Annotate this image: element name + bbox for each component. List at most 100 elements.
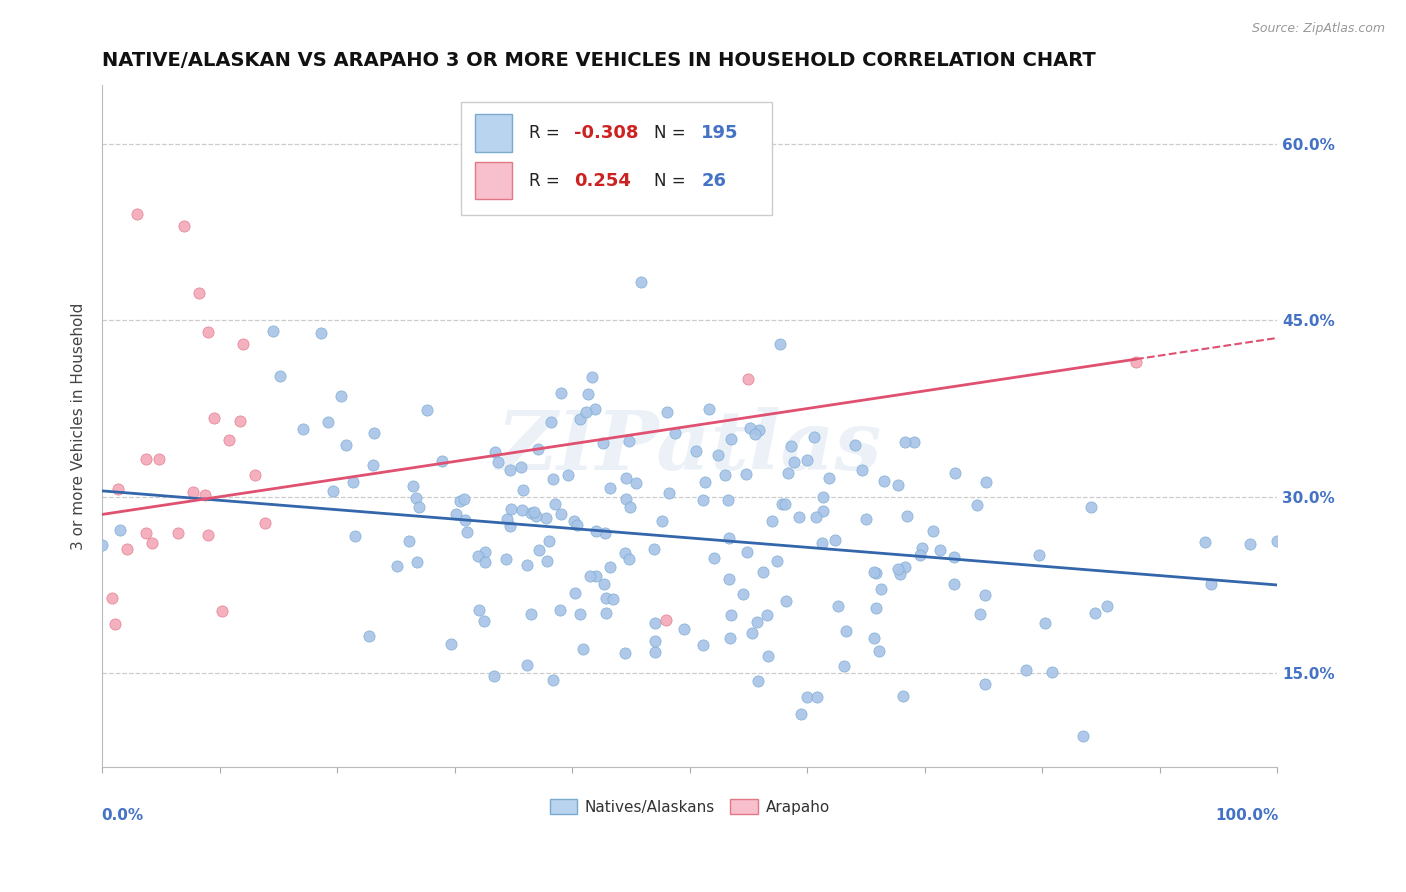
Point — [581, 370, 603, 384]
Legend: Natives/Alaskans, Arapaho: Natives/Alaskans, Arapaho — [544, 793, 835, 821]
Point — [496, 512, 519, 526]
Point — [775, 593, 797, 607]
Point — [564, 586, 586, 600]
Point — [869, 582, 891, 596]
Point — [524, 509, 547, 524]
Point — [519, 507, 541, 521]
Point — [1071, 729, 1094, 743]
Point — [444, 508, 467, 522]
Point — [557, 467, 579, 482]
Point — [486, 455, 509, 469]
Point — [135, 452, 157, 467]
Point — [896, 508, 918, 523]
Point — [218, 434, 240, 448]
Point — [495, 551, 517, 566]
Point — [527, 543, 550, 558]
Point — [262, 324, 284, 338]
Point — [173, 219, 195, 234]
Point — [707, 448, 730, 462]
Point — [253, 516, 276, 530]
Text: 100.0%: 100.0% — [1215, 808, 1278, 823]
Point — [291, 422, 314, 436]
Point — [614, 470, 637, 484]
Point — [576, 386, 599, 401]
Point — [541, 472, 564, 486]
Point — [644, 615, 666, 630]
Point — [737, 372, 759, 386]
Point — [703, 551, 725, 566]
Point — [718, 572, 741, 586]
Point — [188, 285, 211, 300]
Point — [928, 542, 950, 557]
Point — [107, 482, 129, 496]
Point — [474, 555, 496, 569]
Point — [718, 631, 741, 645]
Point — [664, 425, 686, 440]
Text: N =: N = — [654, 171, 692, 190]
Point — [787, 510, 810, 524]
Point — [782, 455, 804, 469]
Point — [832, 659, 855, 673]
Point — [585, 524, 607, 538]
Point — [773, 496, 796, 510]
Point — [595, 606, 617, 620]
Point — [585, 568, 607, 582]
Point — [108, 524, 131, 538]
Point — [1028, 548, 1050, 562]
Point — [745, 615, 768, 629]
Point — [467, 549, 489, 563]
Point — [516, 558, 538, 572]
Point — [181, 485, 204, 500]
Point — [572, 642, 595, 657]
Point — [844, 438, 866, 452]
Point — [456, 524, 478, 539]
Point — [543, 673, 565, 687]
Point — [731, 587, 754, 601]
Point — [117, 541, 139, 556]
Text: 195: 195 — [702, 124, 740, 142]
Point — [562, 514, 585, 528]
Point — [673, 622, 696, 636]
Point — [595, 591, 617, 606]
Point — [893, 560, 915, 574]
Point — [790, 706, 813, 721]
Point — [1265, 533, 1288, 548]
Point — [243, 467, 266, 482]
Point — [756, 608, 779, 623]
Point — [824, 533, 846, 547]
Text: ZIPatlas: ZIPatlas — [496, 407, 883, 487]
Point — [873, 474, 896, 488]
Point — [578, 569, 600, 583]
Text: 0.254: 0.254 — [575, 171, 631, 190]
Point — [862, 565, 884, 579]
Point — [868, 644, 890, 658]
Point — [810, 536, 832, 550]
Point — [717, 492, 740, 507]
Y-axis label: 3 or more Vehicles in Household: 3 or more Vehicles in Household — [72, 302, 86, 549]
Point — [889, 567, 911, 582]
Point — [405, 491, 427, 506]
Point — [717, 531, 740, 545]
Point — [974, 677, 997, 691]
Point — [796, 690, 818, 705]
Point — [813, 504, 835, 518]
Point — [449, 493, 471, 508]
Point — [512, 483, 534, 497]
Point — [101, 591, 124, 606]
Point — [893, 435, 915, 450]
Point — [211, 604, 233, 618]
Point — [602, 592, 624, 607]
Point — [630, 276, 652, 290]
Point — [617, 434, 640, 448]
Point — [911, 541, 934, 555]
Point — [855, 511, 877, 525]
Point — [135, 526, 157, 541]
Point — [803, 430, 825, 444]
Point — [467, 603, 489, 617]
Point — [651, 514, 673, 528]
Point — [720, 432, 742, 446]
Point — [330, 389, 353, 403]
Point — [430, 453, 453, 467]
Point — [658, 485, 681, 500]
Point — [780, 439, 803, 453]
